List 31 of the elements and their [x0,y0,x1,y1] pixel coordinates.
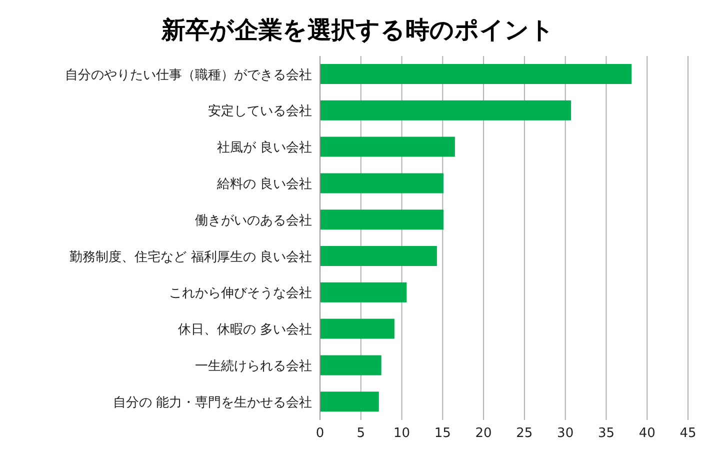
y-tick-label: 自分のやりたい仕事（職種）ができる会社 [65,68,312,83]
x-tick-label: 5 [356,426,366,442]
x-tick-label: 10 [394,426,410,442]
bar [320,355,382,376]
x-tick-label: 35 [598,426,614,442]
y-tick-label: 給料の 良い会社 [216,177,312,192]
bar [320,100,572,120]
bar [320,246,437,266]
bar [320,392,379,412]
y-tick-label: これから伸びそうな会社 [169,286,312,302]
y-tick-label: 勤務制度、住宅など 福利厚生の 良い会社 [70,248,312,265]
x-tick-label: 25 [516,426,533,442]
bar [320,282,407,302]
y-tick-label: 一生続けられる会社 [195,359,312,374]
y-tick-label: 自分の 能力・専門を生かせる会社 [112,395,312,410]
y-tick-label: 休日、休暇の 多い会社 [178,322,312,338]
y-tick-label: 社風が 良い会社 [216,140,312,156]
x-tick-label: 40 [638,426,656,442]
bar [320,136,455,157]
x-tick-label: 15 [434,426,451,442]
x-tick-label: 30 [557,426,574,442]
y-tick-label: 安定している会社 [208,103,312,120]
bar [320,210,444,230]
bar [320,173,444,194]
y-tick-label: 働きがいのある会社 [195,213,312,228]
x-tick-label: 20 [475,426,492,442]
bar [320,318,394,339]
x-tick-label: 45 [680,426,696,442]
chart-title: 新卒が企業を選択する時のポイント [160,15,556,46]
bar [320,64,632,84]
x-tick-label: 0 [316,426,324,442]
